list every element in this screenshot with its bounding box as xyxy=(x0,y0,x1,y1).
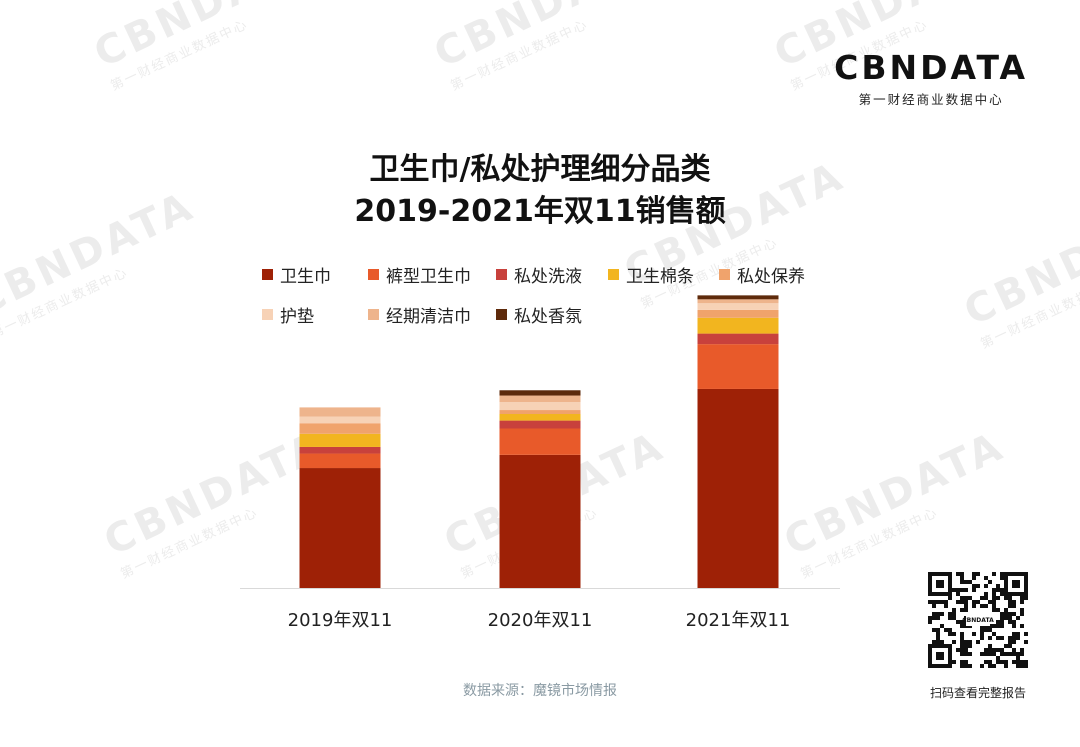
legend-swatch xyxy=(496,269,507,280)
bar-segment xyxy=(299,423,381,434)
chart-title-line1: 卫生巾/私处护理细分品类 xyxy=(369,152,711,187)
legend-label: 卫生巾 xyxy=(280,267,331,287)
bar-segment xyxy=(299,453,381,469)
legend-swatch xyxy=(368,309,379,320)
legend-label: 私处香氛 xyxy=(514,307,582,327)
brand-logo: CBNDATA 第一财经商业数据中心 xyxy=(834,48,1028,108)
svg-text:CBNDATA: CBNDATA xyxy=(962,617,994,624)
legend-item: 裤型卫生巾 xyxy=(368,262,471,287)
bar-segment xyxy=(299,416,381,424)
bar-segment xyxy=(499,395,581,403)
legend-swatch xyxy=(368,269,379,280)
legend-item: 护垫 xyxy=(262,302,314,327)
chart-title-line2: 2019-2021年双11销售额 xyxy=(354,194,726,229)
bar-segment xyxy=(499,410,581,414)
logo-subtitle: 第一财经商业数据中心 xyxy=(858,92,1004,107)
legend-swatch xyxy=(719,269,730,280)
legend-label: 私处洗液 xyxy=(514,267,582,287)
legend-swatch xyxy=(262,269,273,280)
bar-segment xyxy=(499,420,581,429)
bar-segment xyxy=(499,428,581,455)
bar-segment xyxy=(499,414,581,421)
x-tick-label: 2019年双11 xyxy=(288,610,393,631)
bar-segment xyxy=(697,309,779,318)
legend-item: 私处保养 xyxy=(719,262,805,287)
bar-segment xyxy=(697,303,779,310)
bar-segment xyxy=(697,344,779,389)
bar-segment xyxy=(499,402,581,411)
legend-label: 私处保养 xyxy=(737,267,805,287)
bar-segment xyxy=(299,407,381,417)
bar-segment xyxy=(697,388,779,588)
legend-swatch xyxy=(262,309,273,320)
qr-code-icon[interactable]: CBNDATA xyxy=(928,572,1028,668)
legend-item: 私处香氛 xyxy=(496,302,582,327)
bar-segment xyxy=(299,446,381,454)
x-tick-label: 2021年双11 xyxy=(686,610,791,631)
x-tick-label: 2020年双11 xyxy=(488,610,593,631)
logo-wordmark: CBNDATA xyxy=(834,48,1028,87)
legend-label: 护垫 xyxy=(280,307,314,327)
legend-label: 经期清洁巾 xyxy=(386,307,471,327)
legend-label: 卫生棉条 xyxy=(626,267,694,287)
bar-segment xyxy=(299,433,381,447)
legend-item: 卫生巾 xyxy=(262,262,331,287)
bar-segment xyxy=(697,299,779,304)
legend-swatch xyxy=(608,269,619,280)
legend-swatch xyxy=(496,309,507,320)
bar-segment xyxy=(697,295,779,300)
legend-item: 私处洗液 xyxy=(496,262,582,287)
bar-segment xyxy=(499,390,581,396)
legend-item: 卫生棉条 xyxy=(608,262,694,287)
bar-segment xyxy=(299,468,381,588)
bar-segment xyxy=(697,333,779,345)
legend-label: 裤型卫生巾 xyxy=(386,267,471,287)
qr-caption: 扫码查看完整报告 xyxy=(929,686,1026,700)
legend-item: 经期清洁巾 xyxy=(368,302,471,327)
bar-segment xyxy=(499,454,581,588)
data-source: 数据来源：魔镜市场情报 xyxy=(463,683,617,699)
bar-segment xyxy=(697,317,779,334)
